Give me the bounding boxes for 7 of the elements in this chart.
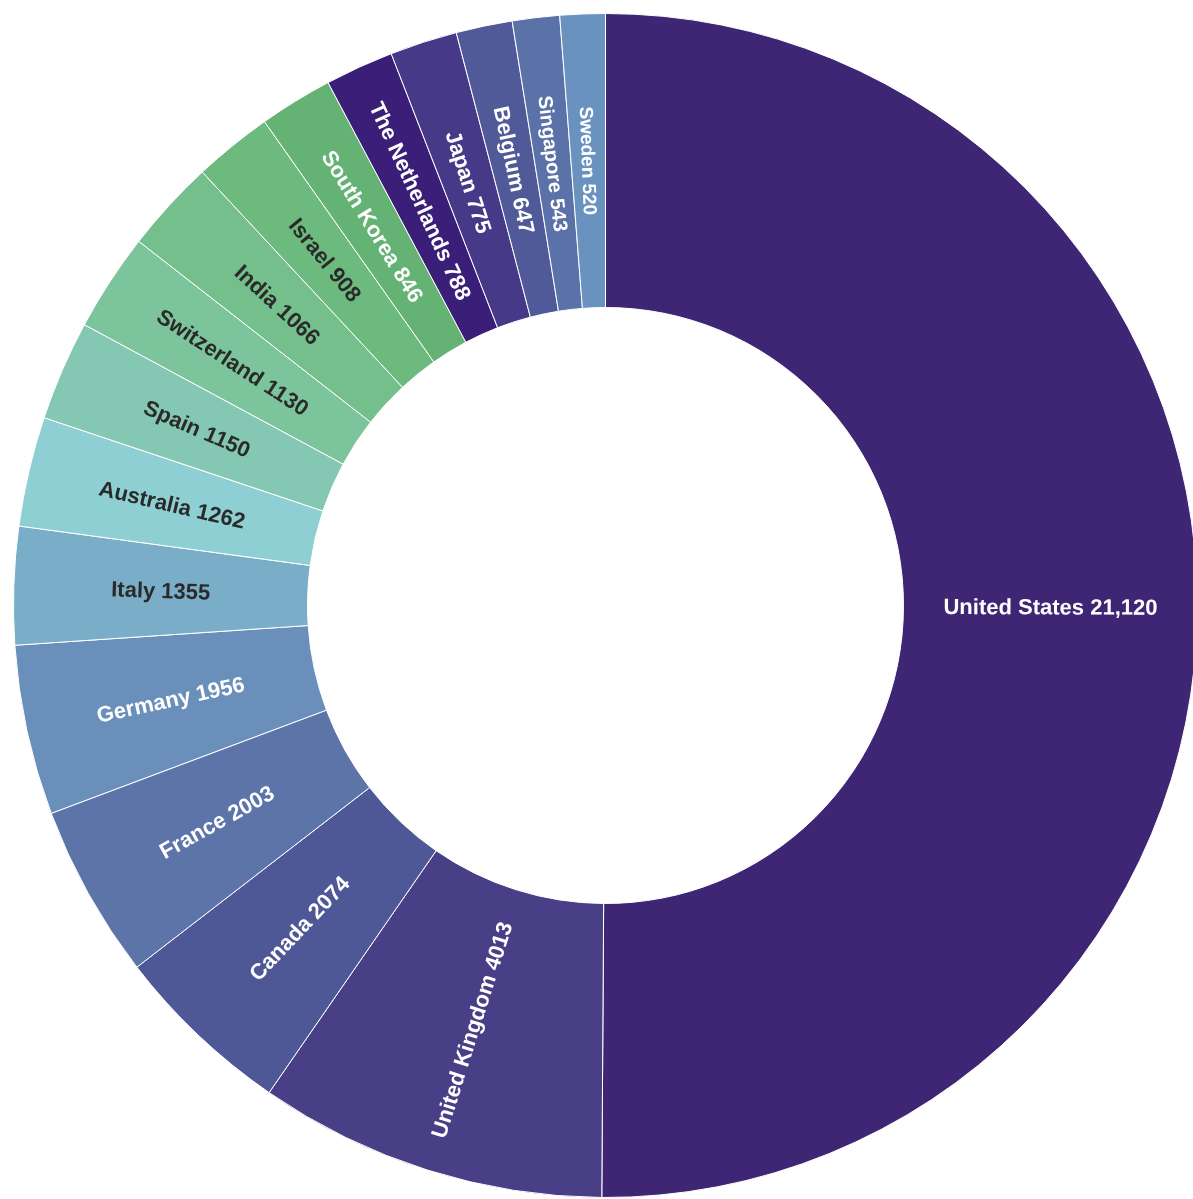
slice-label: Sweden 520 [575, 106, 601, 216]
slice-label: Italy 1355 [110, 576, 211, 605]
slice-label: Singapore 543 [534, 94, 573, 233]
slice-label: Germany 1956 [94, 671, 247, 728]
slice-label: Spain 1150 [139, 394, 255, 463]
slice-label: Australia 1262 [96, 475, 248, 534]
slice-label: United States 21,120 [943, 594, 1158, 620]
